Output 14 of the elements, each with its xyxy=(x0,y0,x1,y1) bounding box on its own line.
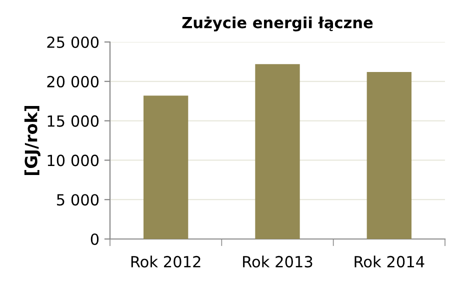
bar xyxy=(144,96,188,239)
y-tick-label: 15 000 xyxy=(48,115,99,127)
y-tick-label: 20 000 xyxy=(47,76,99,88)
y-tick-label: 5 000 xyxy=(57,194,99,206)
x-tick-label: Rok 2014 xyxy=(354,256,424,268)
x-tick-label: Rok 2013 xyxy=(243,256,312,268)
y-tick-label: 25 000 xyxy=(47,36,99,48)
bar xyxy=(255,64,300,239)
bar xyxy=(366,72,412,239)
x-tick-label: Rok 2012 xyxy=(131,256,200,268)
y-tick-label: 0 xyxy=(90,233,99,246)
chart-title: Zużycie energii łączne xyxy=(182,16,373,32)
y-axis-title: [GJ/rok] xyxy=(24,106,40,176)
y-tick-label: 10 000 xyxy=(48,154,99,166)
